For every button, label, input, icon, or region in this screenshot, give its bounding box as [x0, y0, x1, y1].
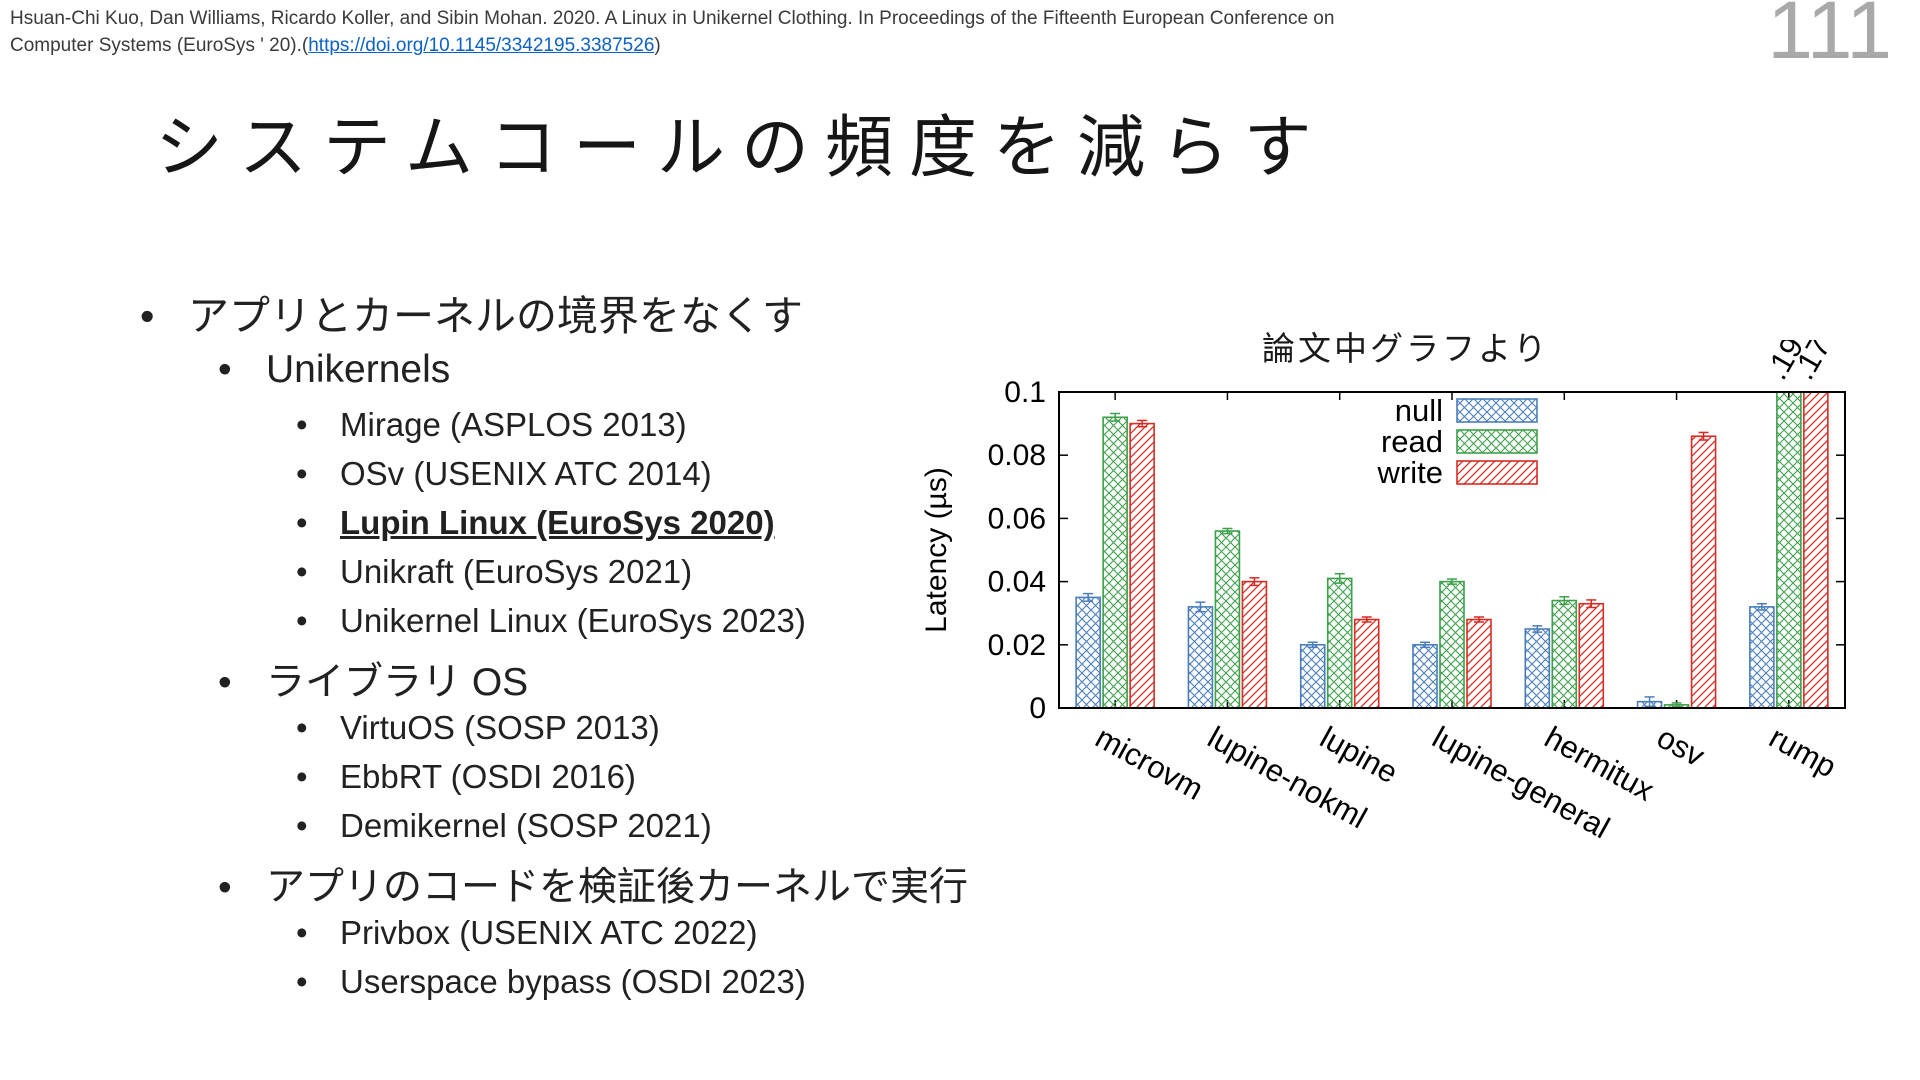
- bullet-icon: •: [296, 807, 308, 844]
- list-item-text: Mirage (ASPLOS 2013): [340, 406, 687, 443]
- x-tick-label: osv: [1651, 720, 1711, 774]
- list-item: • ライブラリ OS: [140, 651, 968, 709]
- latency-chart: 0 0.02 0.04 0.06 0.08 0.1 Latency (µs) microvm l…: [920, 331, 1880, 880]
- legend-label-null: null: [1395, 393, 1443, 428]
- y-tick-label: 0.1: [1004, 376, 1046, 409]
- y-tick-label: 0.08: [988, 439, 1046, 472]
- citation-line1: Hsuan-Chi Kuo, Dan Williams, Ricardo Kol…: [10, 8, 1335, 29]
- bar-null-lupine-nokml: [1187, 606, 1214, 709]
- bar-read-lupine: [1326, 577, 1353, 709]
- list-item: • Unikraft (EuroSys 2021): [140, 553, 968, 602]
- list-item: • Demikernel (SOSP 2021): [140, 807, 968, 856]
- bullet-icon: •: [296, 602, 308, 639]
- list-item: • アプリとカーネルの境界をなくす: [140, 282, 968, 348]
- legend-label-write: write: [1377, 455, 1443, 490]
- list-item-text: Unikraft (EuroSys 2021): [340, 553, 693, 590]
- bullet-icon: •: [296, 504, 308, 541]
- citation: Hsuan-Chi Kuo, Dan Williams, Ricardo Kol…: [10, 6, 1334, 60]
- legend-swatch-read: [1456, 429, 1538, 454]
- list-item: • Unikernels: [140, 348, 968, 406]
- list-item: • Mirage (ASPLOS 2013): [140, 406, 968, 455]
- bullet-icon: •: [296, 758, 308, 795]
- list-item: • Userspace bypass (OSDI 2023): [140, 963, 968, 1012]
- bar-read-microvm: [1102, 416, 1128, 709]
- list-item: • Privbox (USENIX ATC 2022): [140, 914, 968, 963]
- list-item-text: VirtuOS (SOSP 2013): [340, 709, 660, 746]
- list-item-text: Privbox (USENIX ATC 2022): [340, 914, 758, 951]
- bar-write-lupine: [1353, 618, 1380, 709]
- y-tick-label: 0.06: [988, 502, 1046, 535]
- list-item-text: ライブラリ OS: [266, 661, 529, 704]
- bar-null-hermitux: [1524, 628, 1551, 709]
- bar-null-lupine: [1299, 643, 1326, 709]
- x-tick-label: rump: [1763, 720, 1842, 785]
- list-item: • VirtuOS (SOSP 2013): [140, 709, 968, 758]
- bullet-list: • アプリとカーネルの境界をなくす • Unikernels • Mirage (ASPL…: [140, 282, 968, 1012]
- bullet-icon: •: [296, 553, 308, 590]
- list-item-text: Unikernels: [266, 348, 451, 391]
- bar-read-rump: [1776, 391, 1802, 709]
- bullet-icon: •: [296, 406, 308, 443]
- bar-read-lupine-general: [1439, 580, 1465, 709]
- list-item: • Unikernel Linux (EuroSys 2023): [140, 602, 968, 651]
- list-item-text: アプリとカーネルの境界をなくす: [188, 293, 803, 339]
- plot-border: [1058, 391, 1846, 709]
- list-item-text: Userspace bypass (OSDI 2023): [340, 963, 806, 1000]
- list-item-text: Unikernel Linux (EuroSys 2023): [340, 602, 806, 639]
- bullet-icon: •: [218, 661, 232, 704]
- bar-read-lupine-nokml: [1214, 530, 1241, 709]
- list-item-text: Demikernel (SOSP 2021): [340, 807, 712, 844]
- list-item: • OSv (USENIX ATC 2014): [140, 455, 968, 504]
- bar-write-lupine-nokml: [1241, 580, 1268, 709]
- bar-null-lupine-general: [1412, 643, 1438, 709]
- bar-write-osv: [1690, 435, 1717, 709]
- bar-write-microvm: [1129, 422, 1155, 709]
- list-item-text: OSv (USENIX ATC 2014): [340, 455, 712, 492]
- y-tick-label: 0.02: [988, 629, 1046, 662]
- citation-line2-suffix: ): [654, 34, 661, 56]
- y-axis-label: Latency (µs): [920, 467, 953, 633]
- page-title: システムコールの頻度を減らす: [155, 110, 1328, 186]
- chart-caption: 論文中グラフより: [1262, 330, 1550, 367]
- y-tick-label: 0: [1029, 692, 1046, 725]
- bullet-icon: •: [218, 348, 232, 391]
- legend-label-read: read: [1381, 424, 1443, 459]
- legend-swatch-write: [1456, 460, 1538, 485]
- bar-null-rump: [1749, 606, 1775, 709]
- list-item-text: EbbRT (OSDI 2016): [340, 758, 636, 795]
- list-item: • EbbRT (OSDI 2016): [140, 758, 968, 807]
- citation-line2-prefix: Computer Systems (EuroSys ' 20).(: [10, 34, 309, 56]
- doi-link[interactable]: https://doi.org/10.1145/3342195.3387526: [308, 34, 655, 56]
- bar-write-hermitux: [1578, 602, 1605, 709]
- bullet-icon: •: [296, 963, 308, 1000]
- y-tick-label: 0.04: [988, 566, 1046, 599]
- bullet-icon: •: [218, 866, 232, 909]
- bullet-icon: •: [296, 914, 308, 951]
- list-item: • Lupin Linux (EuroSys 2020): [140, 504, 968, 553]
- bar-write-rump: [1803, 391, 1829, 709]
- list-item: • アプリのコードを検証後カーネルで実行: [140, 856, 968, 914]
- legend-swatch-null: [1456, 398, 1538, 423]
- x-tick-label: microvm: [1090, 720, 1209, 807]
- bar-write-lupine-general: [1466, 618, 1492, 709]
- list-item-text: アプリのコードを検証後カーネルで実行: [266, 866, 969, 909]
- bar-null-microvm: [1075, 596, 1101, 709]
- bullet-icon: •: [140, 293, 155, 339]
- page-number: 111: [1767, 0, 1892, 76]
- list-item-text: Lupin Linux (EuroSys 2020): [340, 504, 775, 541]
- bar-read-hermitux: [1551, 599, 1578, 709]
- bullet-icon: •: [296, 709, 308, 746]
- bullet-icon: •: [296, 455, 308, 492]
